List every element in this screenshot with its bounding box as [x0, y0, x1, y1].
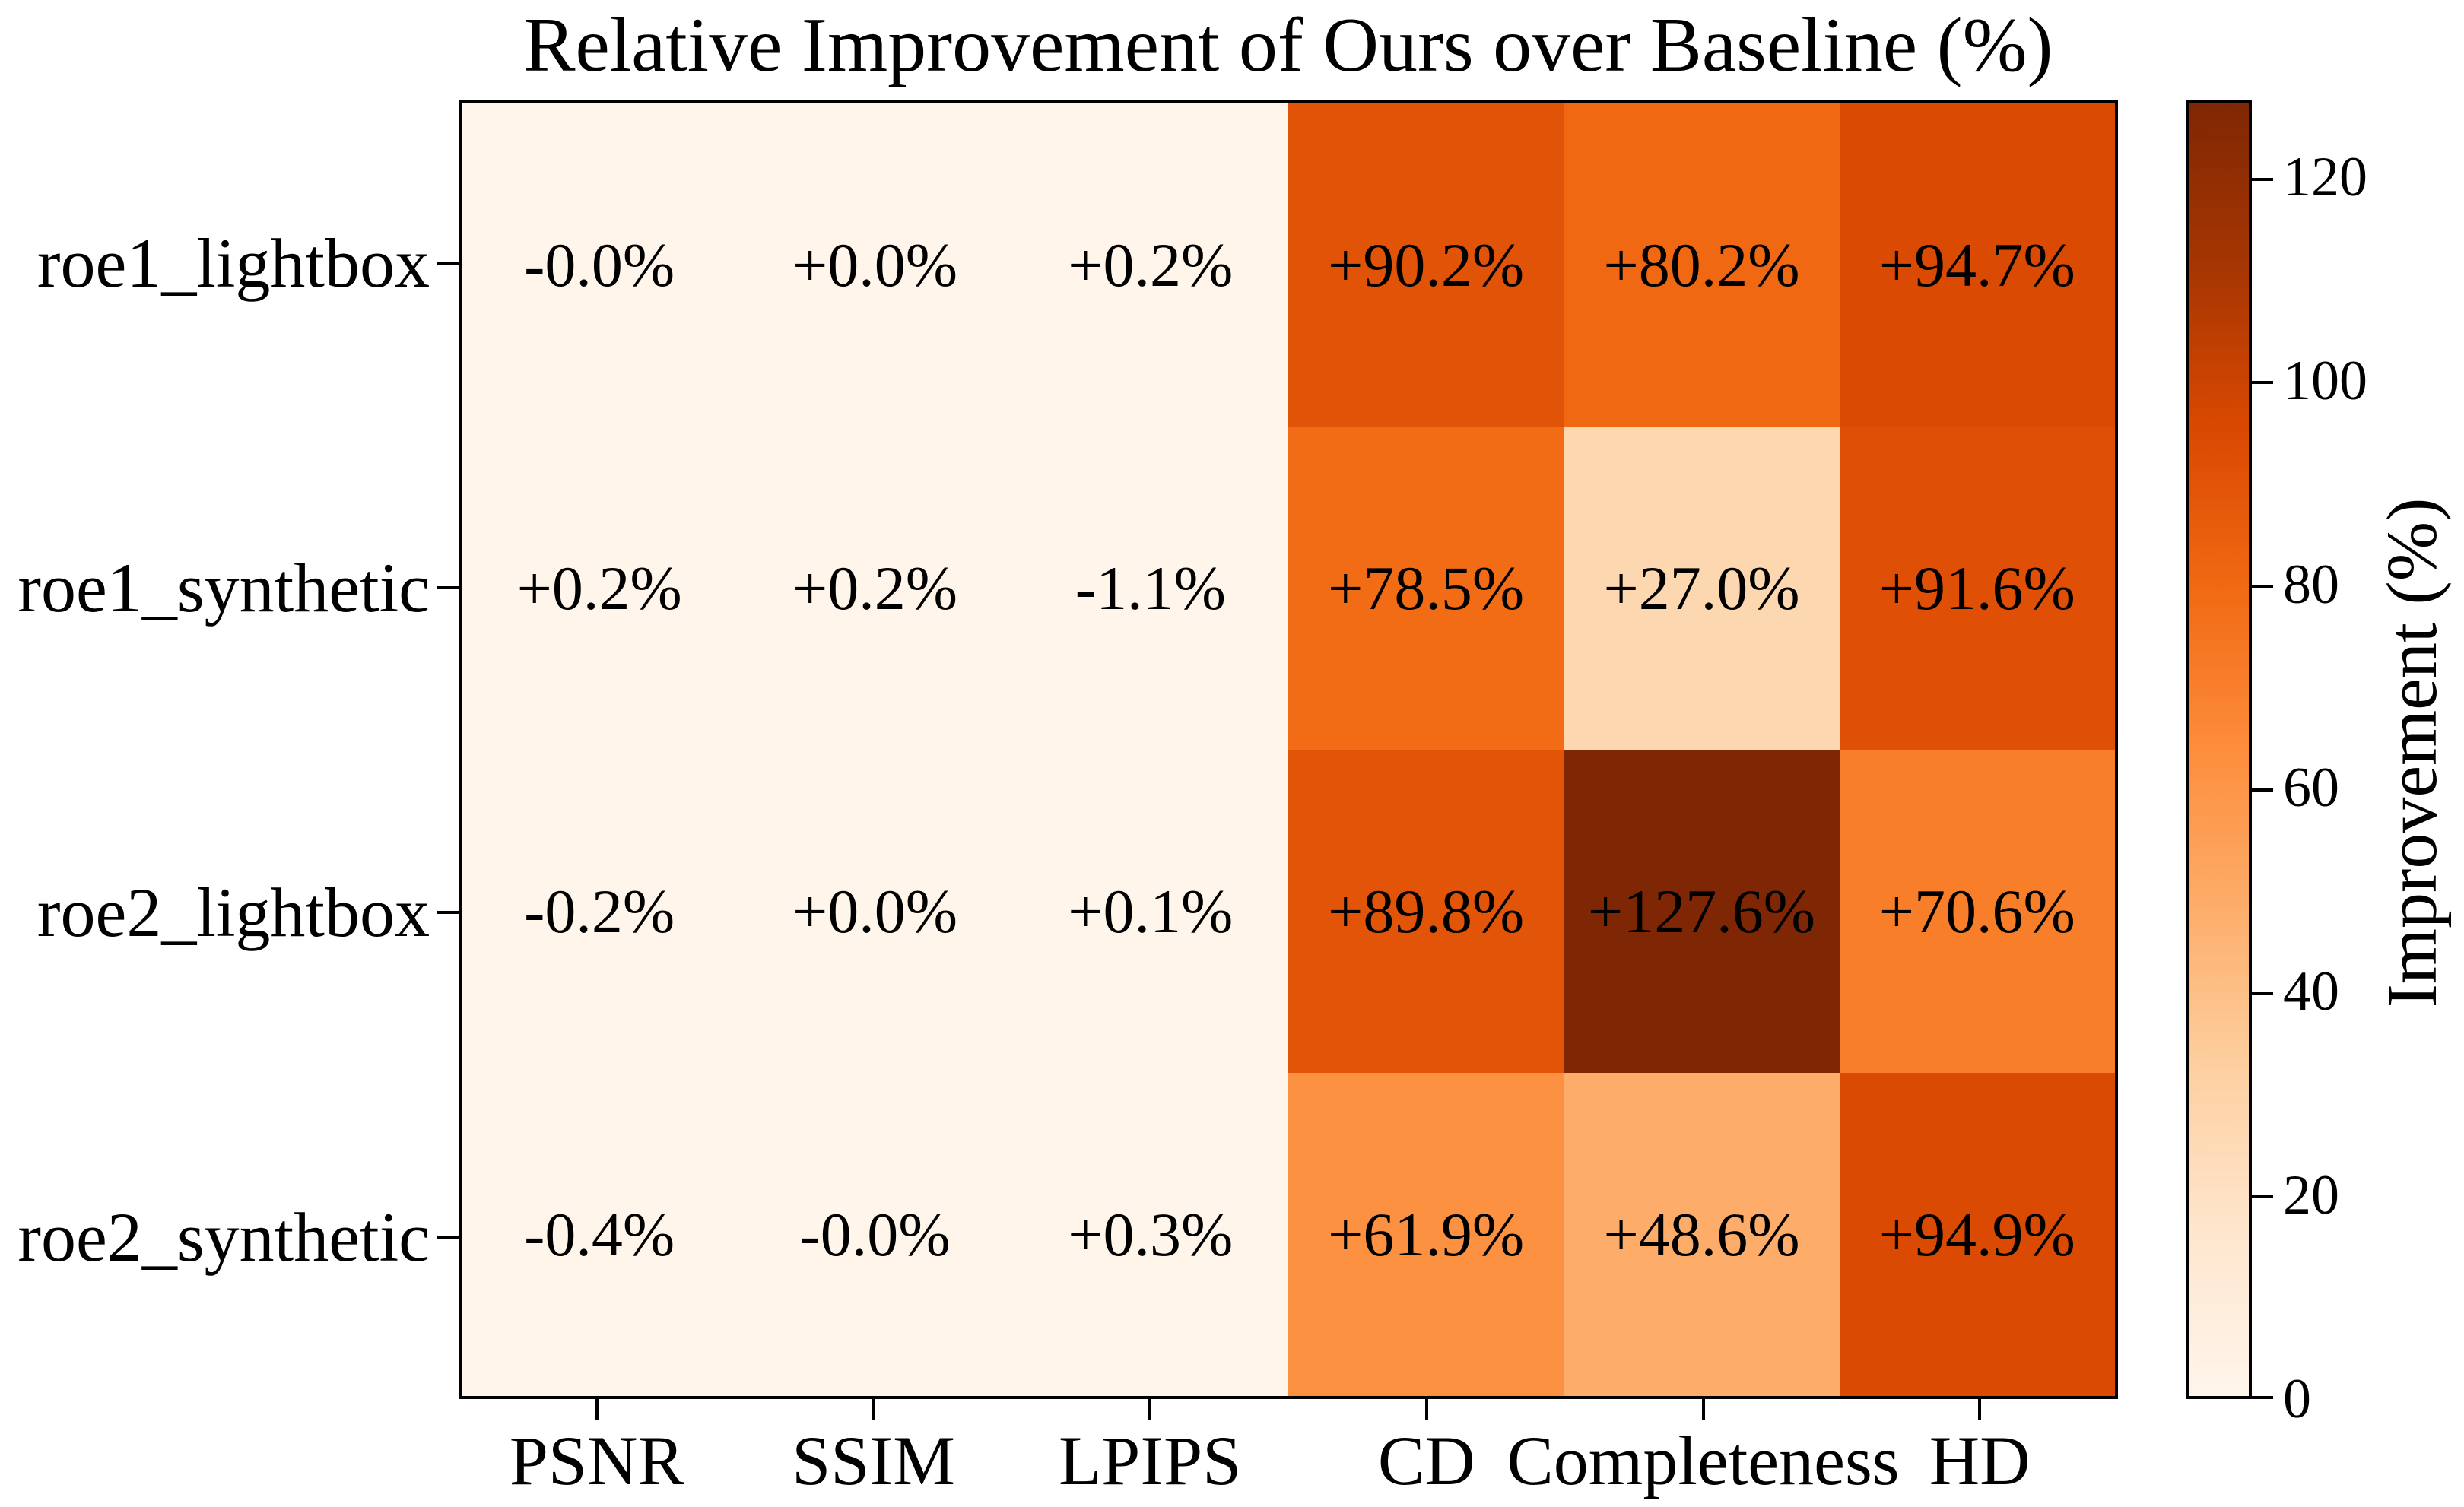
cell-value-label: +61.9%	[1328, 1199, 1525, 1269]
heatmap-cell: +0.2%	[1012, 103, 1288, 427]
y-tick-label: roe1_synthetic	[17, 548, 430, 627]
cell-value-label: +0.0%	[792, 876, 958, 946]
cell-value-label: +0.2%	[516, 553, 682, 623]
heatmap-grid: -0.0% +0.0% +0.2% +90.2% +80.2% +94.7% +0.2% +0…	[459, 100, 2118, 1399]
colorbar-tick-mark	[2252, 788, 2273, 792]
heatmap-cell: +90.2%	[1288, 103, 1564, 427]
y-tick-mark	[437, 585, 459, 589]
heatmap-cell: +0.2%	[737, 427, 1013, 750]
heatmap-cell: +0.0%	[737, 103, 1013, 427]
cell-value-label: -1.1%	[1075, 553, 1226, 623]
x-tick-label: CD	[1377, 1422, 1475, 1499]
colorbar-tick-label: 40	[2283, 960, 2339, 1023]
y-tick-label: roe1_lightbox	[37, 224, 430, 302]
cell-value-label: +91.6%	[1878, 553, 2075, 623]
x-tick-mark	[1978, 1399, 1982, 1420]
heatmap-cell: +0.1%	[1012, 750, 1288, 1073]
x-tick-label: HD	[1929, 1422, 2031, 1499]
cell-value-label: -0.4%	[524, 1199, 675, 1269]
colorbar-tick-mark	[2252, 1195, 2273, 1199]
colorbar-tick-label: 100	[2283, 349, 2367, 412]
colorbar-tick-label: 0	[2283, 1367, 2311, 1430]
heatmap-cell: +80.2%	[1564, 103, 1840, 427]
colorbar-tick-label: 60	[2283, 757, 2339, 820]
colorbar	[2186, 100, 2252, 1399]
heatmap-cell: +127.6%	[1564, 750, 1840, 1073]
cell-value-label: +48.6%	[1603, 1199, 1800, 1269]
y-tick-label: roe2_lightbox	[37, 873, 430, 951]
heatmap-cell: -0.0%	[737, 1073, 1013, 1396]
colorbar-tick-mark	[2252, 991, 2273, 995]
heatmap-cell: +27.0%	[1564, 427, 1840, 750]
y-tick-mark	[437, 261, 459, 265]
cell-value-label: +0.0%	[792, 230, 958, 300]
colorbar-tick-mark	[2252, 585, 2273, 589]
cell-value-label: +94.9%	[1878, 1199, 2075, 1269]
colorbar-tick-mark	[2252, 177, 2273, 181]
cell-value-label: +127.6%	[1587, 876, 1816, 946]
cell-value-label: -0.2%	[524, 876, 675, 946]
y-tick-mark	[437, 910, 459, 914]
cell-value-label: +0.3%	[1068, 1199, 1234, 1269]
x-tick-mark	[1701, 1399, 1705, 1420]
x-tick-mark	[872, 1399, 875, 1420]
x-tick-mark	[595, 1399, 599, 1420]
cell-value-label: +90.2%	[1328, 230, 1525, 300]
cell-value-label: +80.2%	[1603, 230, 1800, 300]
y-tick-mark	[437, 1235, 459, 1239]
heatmap-cell: +0.0%	[737, 750, 1013, 1073]
cell-value-label: +94.7%	[1878, 230, 2075, 300]
heatmap-cell: +91.6%	[1839, 427, 2115, 750]
colorbar-tick-label: 80	[2283, 553, 2339, 616]
cell-value-label: +0.2%	[1068, 230, 1234, 300]
x-tick-label: PSNR	[509, 1422, 684, 1499]
heatmap-cell: -0.4%	[462, 1073, 738, 1396]
cell-value-label: +78.5%	[1328, 553, 1525, 623]
cell-value-label: -0.0%	[799, 1199, 951, 1269]
cell-value-label: +70.6%	[1878, 876, 2075, 946]
heatmap-cell: +89.8%	[1288, 750, 1564, 1073]
colorbar-tick-mark	[2252, 381, 2273, 385]
cell-value-label: +0.2%	[792, 553, 958, 623]
cell-value-label: +0.1%	[1068, 876, 1234, 946]
heatmap-cell: +94.7%	[1839, 103, 2115, 427]
heatmap-cell: +0.3%	[1012, 1073, 1288, 1396]
y-tick-label: roe2_synthetic	[17, 1198, 430, 1276]
heatmap-cell: -0.0%	[462, 103, 738, 427]
heatmap-cell: -1.1%	[1012, 427, 1288, 750]
heatmap-cell: -0.2%	[462, 750, 738, 1073]
colorbar-tick-mark	[2252, 1396, 2273, 1399]
colorbar-tick-label: 20	[2283, 1163, 2339, 1226]
x-tick-mark	[1424, 1399, 1428, 1420]
heatmap-cell: +48.6%	[1564, 1073, 1840, 1396]
cell-value-label: +27.0%	[1603, 553, 1800, 623]
x-tick-label: Completeness	[1507, 1422, 1900, 1499]
x-tick-mark	[1148, 1399, 1152, 1420]
heatmap-cell: +70.6%	[1839, 750, 2115, 1073]
heatmap-cell: +0.2%	[462, 427, 738, 750]
x-tick-label: LPIPS	[1058, 1422, 1242, 1499]
heatmap-cell: +78.5%	[1288, 427, 1564, 750]
chart-title: Relative Improvement of Ours over Baseli…	[523, 2, 2053, 88]
cell-value-label: +89.8%	[1328, 876, 1525, 946]
heatmap-cell: +94.9%	[1839, 1073, 2115, 1396]
colorbar-tick-label: 120	[2283, 146, 2367, 209]
x-tick-label: SSIM	[792, 1422, 955, 1499]
cell-value-label: -0.0%	[524, 230, 675, 300]
heatmap-cell: +61.9%	[1288, 1073, 1564, 1396]
